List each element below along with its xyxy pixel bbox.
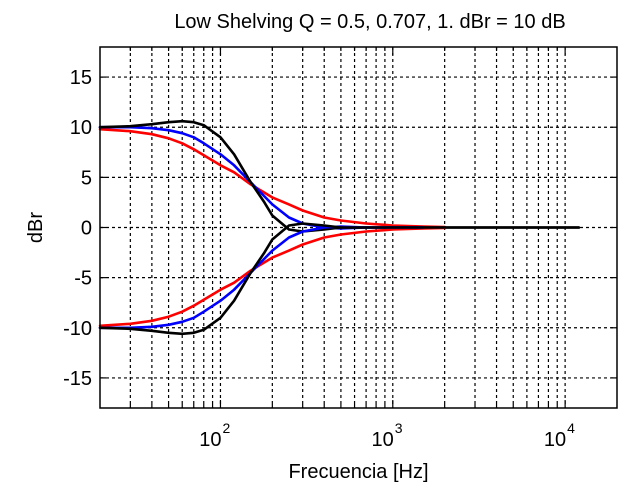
series-line-5	[98, 222, 581, 336]
x-tick-exponent: 4	[567, 420, 575, 436]
y-tick-label: -10	[63, 318, 92, 340]
x-tick-base: 10	[372, 429, 394, 451]
x-tick-exponent: 3	[395, 420, 403, 436]
chart-title: Low Shelving Q = 0.5, 0.707, 1. dBr = 10…	[174, 11, 565, 33]
x-tick-base: 10	[199, 429, 221, 451]
y-tick-label: -5	[74, 268, 92, 290]
y-tick-label: 5	[81, 167, 92, 189]
x-tick-base: 10	[544, 429, 566, 451]
x-tick-label: 102	[199, 420, 230, 451]
x-tick-label: 104	[544, 420, 575, 451]
y-axis-label: dBr	[25, 212, 47, 243]
y-tick-label: 15	[70, 67, 92, 89]
series-group	[98, 119, 581, 336]
x-axis-label: Frecuencia [Hz]	[288, 461, 428, 483]
y-tick-label: 10	[70, 117, 92, 139]
y-tick-label: 0	[81, 218, 92, 240]
x-tick-exponent: 2	[222, 420, 230, 436]
y-tick-label: -15	[63, 368, 92, 390]
series-line-2	[98, 119, 581, 233]
x-tick-label: 103	[372, 420, 403, 451]
